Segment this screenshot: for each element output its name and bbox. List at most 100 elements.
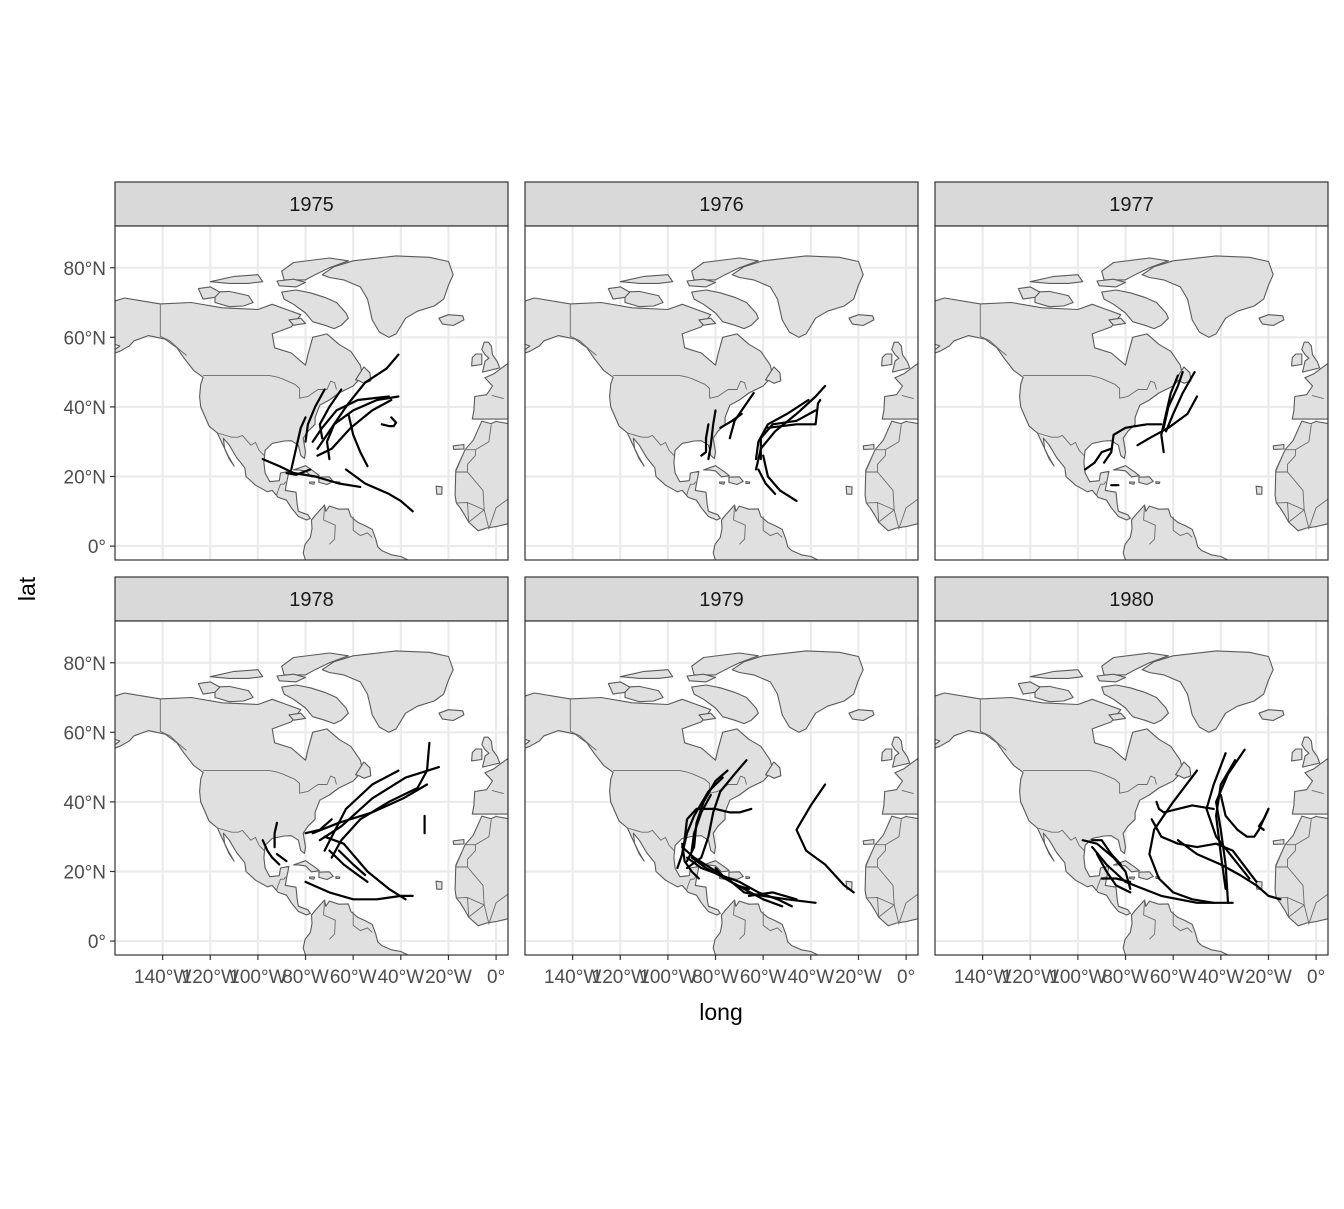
- storm-track: [290, 416, 307, 471]
- border-africa-sahel-borders: [1276, 471, 1328, 531]
- storm-track: [1103, 423, 1163, 464]
- storm-track: [1155, 800, 1215, 814]
- storm-track: [681, 842, 700, 880]
- land-banks-island: [197, 286, 221, 300]
- border-us-mexico: [1037, 432, 1085, 457]
- storm-track: [1091, 839, 1122, 866]
- land-canary-islands: [452, 443, 465, 450]
- facet-panels: 1975 0° 20°N 40°N 60°N 80°N 1976 1977 1978 0° 20°N…: [64, 181, 1329, 988]
- land-southampton-island: [698, 712, 717, 721]
- panel-border: [524, 620, 919, 956]
- x-tick-label: 0°: [897, 967, 915, 988]
- storm-track: [1150, 818, 1258, 883]
- border-africa-west-borders: [1274, 819, 1312, 868]
- x-tick-label: 60°W: [330, 967, 377, 988]
- panel-content: [525, 226, 918, 560]
- y-tick-label: 40°N: [64, 793, 106, 814]
- border-mexico-central-america: [686, 876, 697, 891]
- x-tick-label: 80°W: [282, 967, 329, 988]
- land-banks-island: [607, 681, 631, 695]
- storm-track: [795, 783, 855, 894]
- panel-border: [114, 620, 509, 956]
- storm-track: [311, 395, 390, 443]
- land-canary-islands: [862, 838, 875, 845]
- border-africa-sahel-borders: [456, 471, 508, 531]
- border-iberia-france: [901, 394, 914, 400]
- border-iberia-france: [491, 394, 504, 400]
- land-iceland: [1258, 709, 1285, 722]
- land-hispaniola: [1138, 871, 1154, 881]
- land-victoria-island: [214, 685, 254, 703]
- facet-strip: [114, 181, 509, 227]
- x-tick-label: 140°W: [544, 967, 601, 988]
- border-guianas: [1172, 516, 1193, 538]
- land-britain: [1301, 736, 1321, 768]
- land-devon-island: [686, 673, 717, 683]
- land-western-europe: [471, 362, 508, 420]
- panel-content: [115, 621, 508, 955]
- x-tick-label: 140°W: [134, 967, 191, 988]
- storm-track: [685, 759, 748, 870]
- border-colombia-venezuela: [733, 504, 746, 545]
- border-us-mexico: [627, 827, 675, 852]
- land-queen-elizabeth-islands: [619, 669, 674, 679]
- border-alaska-canada: [979, 698, 1007, 751]
- y-tick-label: 20°N: [64, 863, 106, 884]
- panel-border: [934, 620, 1329, 956]
- x-tick-label: 40°W: [377, 967, 424, 988]
- x-tick-label: 100°W: [639, 967, 696, 988]
- border-alaska-canada: [159, 698, 187, 751]
- land-devon-island: [1096, 673, 1127, 683]
- land-britain: [1301, 341, 1321, 373]
- border-alaska-canada: [569, 303, 597, 356]
- x-axis-title: long: [699, 999, 742, 1025]
- land-iceland: [1258, 314, 1285, 327]
- facet-strip-label: 1977: [1109, 194, 1154, 216]
- facet-strip: [524, 576, 919, 622]
- storm-track: [273, 821, 279, 849]
- x-tick-label: 120°W: [592, 967, 649, 988]
- border-mexico-central-america: [276, 481, 287, 496]
- facet-strip-label: 1976: [699, 194, 744, 216]
- border-africa-west-borders: [864, 819, 902, 868]
- y-tick-label: 0°: [88, 932, 106, 953]
- land-victoria-island: [1034, 290, 1074, 308]
- land-newfoundland: [355, 761, 372, 779]
- land-banks-island: [197, 681, 221, 695]
- border-us-canada-49th: [203, 375, 337, 399]
- storm-track: [325, 395, 400, 461]
- storm-track: [347, 412, 369, 468]
- panel-content: [525, 621, 918, 955]
- land-iceland: [848, 314, 875, 327]
- land-iceland: [438, 709, 465, 722]
- land-puerto-rico: [745, 481, 751, 485]
- border-africa-west-borders: [1274, 424, 1312, 473]
- y-tick-label: 80°N: [64, 259, 106, 280]
- y-tick-label: 20°N: [64, 468, 106, 489]
- facet-strip-label: 1980: [1109, 589, 1154, 611]
- storm-track: [261, 458, 362, 488]
- storm-track: [275, 853, 288, 863]
- land-queen-elizabeth-islands: [1029, 274, 1084, 284]
- land-north-america: [115, 692, 364, 916]
- storm-track: [304, 818, 333, 835]
- border-africa-sahel-borders: [866, 471, 918, 531]
- storm-track: [285, 468, 312, 476]
- facet-panel-1978: 1978 0° 20°N 40°N 60°N 80°N 140°W120°W100°W80°…: [64, 576, 509, 988]
- land-devon-island: [276, 673, 307, 683]
- x-tick-label: 100°W: [1049, 967, 1106, 988]
- land-cuba: [703, 860, 730, 873]
- land-greenland: [731, 255, 864, 338]
- panel-content: [115, 226, 508, 560]
- land-devon-island: [1096, 278, 1127, 288]
- border-guianas: [762, 911, 783, 933]
- land-western-europe: [881, 362, 918, 420]
- panel-border: [934, 225, 1329, 561]
- storm-track: [757, 468, 777, 495]
- storm-track: [681, 776, 724, 856]
- land-newfoundland: [765, 366, 782, 384]
- facet-strip: [114, 576, 509, 622]
